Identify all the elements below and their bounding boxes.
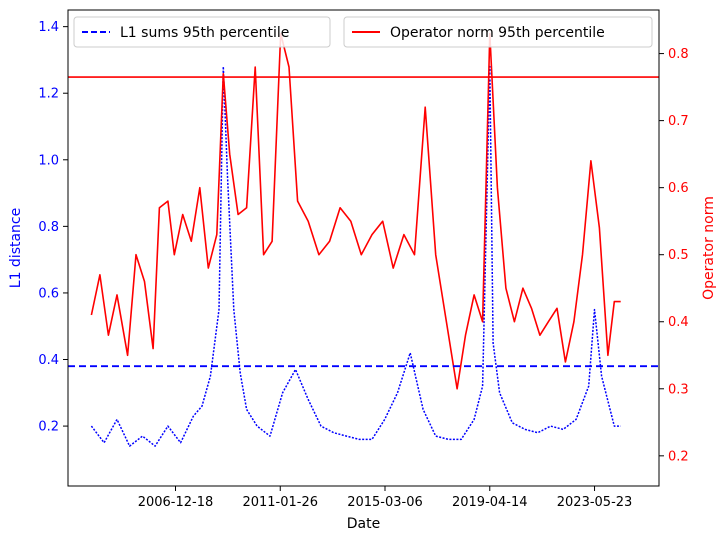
- right-y-tick-label: 0.5: [668, 248, 689, 263]
- left-y-axis-label: L1 distance: [8, 208, 24, 288]
- legend-operator-norm-box: [343, 16, 653, 48]
- x-tick-label: 2011-01-26: [242, 495, 318, 510]
- left-y-tick-label: 0.6: [38, 286, 59, 301]
- right-y-tick-label: 0.2: [668, 449, 689, 464]
- l1-distance-series-line: [90, 65, 621, 447]
- plot-area: [68, 32, 659, 447]
- right-y-tick-label: 0.8: [668, 47, 689, 62]
- right-y-tick-label: 0.4: [668, 315, 689, 330]
- legend-operator-norm: Operator norm 95th percentile: [343, 16, 653, 48]
- legend-l1-box: [73, 16, 331, 48]
- right-y-axis: 0.2 0.3 0.4 0.5 0.6 0.7 0.8: [659, 47, 689, 464]
- left-y-tick-label: 0.4: [38, 353, 59, 368]
- x-tick-label: 2019-04-14: [452, 495, 528, 510]
- right-y-axis-label: Operator norm: [701, 196, 717, 300]
- right-y-tick-label: 0.3: [668, 382, 689, 397]
- left-y-tick-label: 1.4: [38, 20, 59, 35]
- legend-l1-label: L1 sums 95th percentile: [120, 25, 289, 41]
- operator-norm-series-line: [90, 32, 621, 390]
- left-y-tick-label: 1.0: [38, 153, 59, 168]
- x-axis: 2006-12-18 2011-01-26 2015-03-06 2019-04-14…: [138, 486, 633, 510]
- left-y-tick-label: 1.2: [38, 87, 59, 102]
- legend-l1: L1 sums 95th percentile: [73, 16, 331, 48]
- left-y-tick-label: 0.8: [38, 220, 59, 235]
- x-axis-label: Date: [347, 516, 380, 532]
- left-y-axis: 0.2 0.4 0.6 0.8 1.0 1.2 1.4: [38, 20, 68, 435]
- right-y-tick-label: 0.6: [668, 181, 689, 196]
- x-tick-label: 2023-05-23: [557, 495, 633, 510]
- plot-frame: [67, 9, 660, 487]
- x-tick-label: 2006-12-18: [138, 495, 214, 510]
- left-y-tick-label: 0.2: [38, 420, 59, 435]
- x-tick-label: 2015-03-06: [347, 495, 423, 510]
- legend-operator-norm-label: Operator norm 95th percentile: [390, 25, 605, 41]
- right-y-tick-label: 0.7: [668, 114, 689, 129]
